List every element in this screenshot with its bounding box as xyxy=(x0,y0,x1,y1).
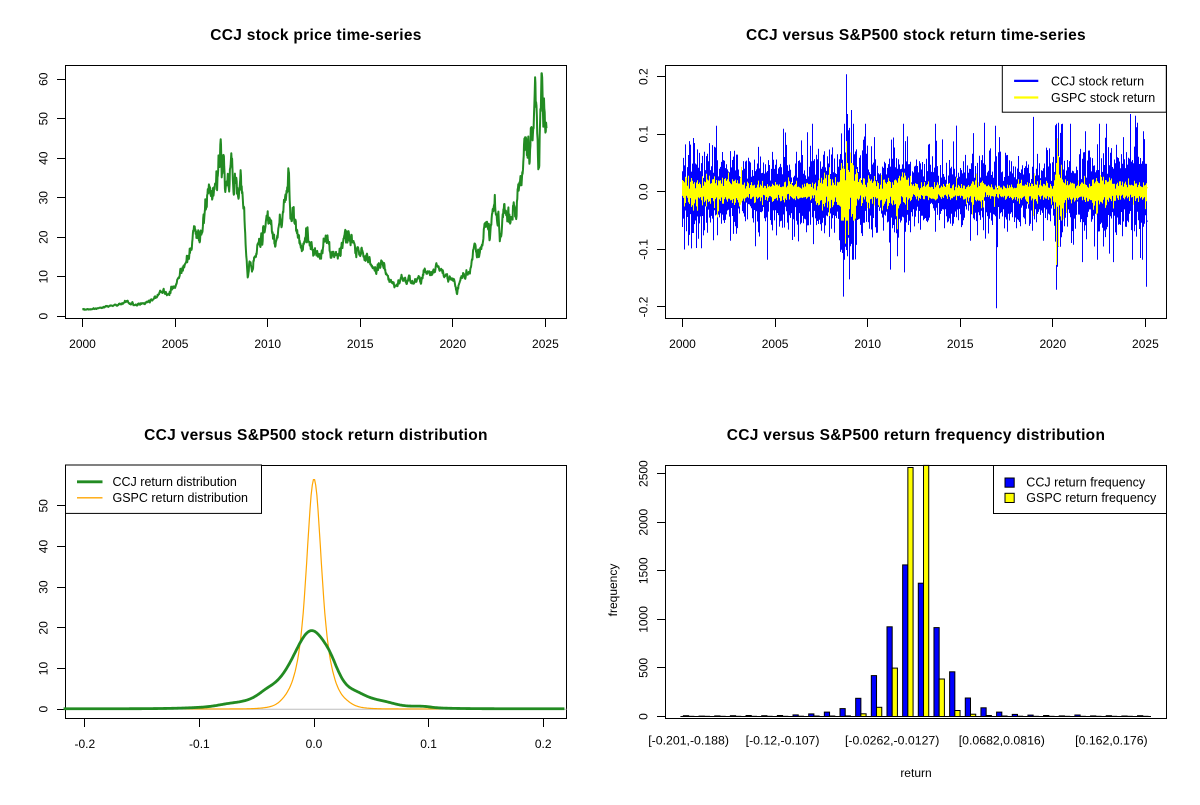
svg-text:[0.0682,0.0816): [0.0682,0.0816) xyxy=(959,734,1045,748)
svg-text:2010: 2010 xyxy=(854,337,881,351)
svg-text:2005: 2005 xyxy=(162,337,189,351)
svg-text:2005: 2005 xyxy=(762,337,789,351)
svg-text:2020: 2020 xyxy=(439,337,466,351)
svg-text:40: 40 xyxy=(36,151,50,165)
svg-text:0: 0 xyxy=(36,313,50,320)
svg-text:2000: 2000 xyxy=(69,337,96,351)
svg-text:-0.1: -0.1 xyxy=(189,737,210,751)
svg-text:500: 500 xyxy=(636,658,650,678)
svg-text:20: 20 xyxy=(36,621,50,635)
svg-text:2015: 2015 xyxy=(947,337,974,351)
svg-text:frequency: frequency xyxy=(606,564,620,617)
svg-text:2500: 2500 xyxy=(636,460,650,487)
svg-text:60: 60 xyxy=(36,72,50,86)
svg-text:0.0: 0.0 xyxy=(636,183,650,200)
svg-text:CCJ versus S&P500 stock return: CCJ versus S&P500 stock return time-seri… xyxy=(746,27,1086,44)
svg-text:CCJ return distribution: CCJ return distribution xyxy=(113,475,237,489)
svg-text:2000: 2000 xyxy=(636,509,650,536)
svg-text:2000: 2000 xyxy=(669,337,696,351)
svg-text:0.1: 0.1 xyxy=(636,126,650,143)
svg-text:GSPC return frequency: GSPC return frequency xyxy=(1026,491,1157,505)
svg-text:[-0.12,-0.107): [-0.12,-0.107) xyxy=(746,734,820,748)
svg-text:-0.1: -0.1 xyxy=(636,239,650,260)
svg-text:GSPC stock return: GSPC stock return xyxy=(1051,91,1155,105)
svg-text:CCJ versus S&P500 return frequ: CCJ versus S&P500 return frequency distr… xyxy=(727,427,1105,444)
svg-text:30: 30 xyxy=(36,191,50,205)
svg-text:-0.2: -0.2 xyxy=(74,737,95,751)
svg-text:2015: 2015 xyxy=(347,337,374,351)
svg-text:10: 10 xyxy=(36,270,50,284)
svg-text:CCJ return frequency: CCJ return frequency xyxy=(1026,476,1146,490)
svg-text:0.2: 0.2 xyxy=(636,68,650,85)
svg-text:0: 0 xyxy=(636,713,650,720)
svg-text:10: 10 xyxy=(36,662,50,676)
svg-text:50: 50 xyxy=(36,499,50,513)
svg-text:30: 30 xyxy=(36,580,50,594)
svg-text:-0.2: -0.2 xyxy=(636,296,650,317)
svg-text:return: return xyxy=(900,766,931,780)
svg-text:2010: 2010 xyxy=(254,337,281,351)
svg-text:2020: 2020 xyxy=(1039,337,1066,351)
svg-text:[-0.0262,-0.0127): [-0.0262,-0.0127) xyxy=(845,734,939,748)
svg-text:50: 50 xyxy=(36,112,50,126)
svg-text:[-0.201,-0.188): [-0.201,-0.188) xyxy=(648,734,729,748)
svg-text:GSPC return distribution: GSPC return distribution xyxy=(113,491,249,505)
svg-text:CCJ stock price time-series: CCJ stock price time-series xyxy=(210,27,421,44)
svg-text:0.1: 0.1 xyxy=(420,737,437,751)
svg-text:1500: 1500 xyxy=(636,557,650,584)
svg-text:2025: 2025 xyxy=(1132,337,1159,351)
svg-text:0.0: 0.0 xyxy=(306,737,323,751)
svg-text:0.2: 0.2 xyxy=(535,737,552,751)
svg-text:0: 0 xyxy=(36,706,50,713)
svg-text:1000: 1000 xyxy=(636,606,650,633)
svg-text:40: 40 xyxy=(36,540,50,554)
svg-text:CCJ stock return: CCJ stock return xyxy=(1051,74,1144,88)
svg-text:[0.162,0.176): [0.162,0.176) xyxy=(1075,734,1147,748)
svg-text:CCJ versus S&P500 stock return: CCJ versus S&P500 stock return distribut… xyxy=(144,427,488,444)
svg-text:2025: 2025 xyxy=(532,337,559,351)
svg-text:20: 20 xyxy=(36,230,50,244)
